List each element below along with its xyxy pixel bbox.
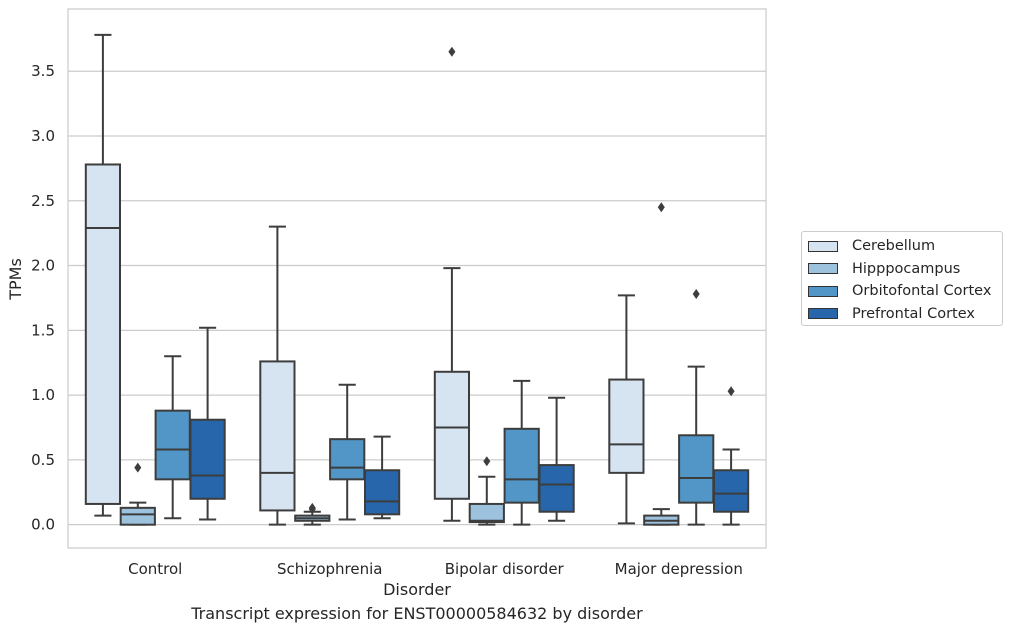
outlier-point: [134, 462, 142, 473]
y-tick-label: 3.5: [31, 62, 55, 80]
series-3: [189, 326, 750, 526]
box-3-0: [189, 326, 226, 521]
box-1-3: [643, 202, 680, 526]
box-3-1: [363, 435, 401, 520]
box-1-2: [468, 456, 505, 526]
legend-swatch-hippocampus: [808, 263, 838, 275]
outlier-point: [657, 202, 665, 213]
legend-label-cerebellum: Cerebellum: [852, 238, 936, 255]
x-tick-label: Bipolar disorder: [445, 560, 565, 578]
box-iqr: [712, 469, 750, 513]
y-tick-label: 2.0: [31, 257, 55, 275]
x-tick-label: Control: [128, 560, 182, 578]
legend-item-orbitofrontal: Orbitofontal Cortex: [808, 280, 1002, 303]
box-3-2: [538, 396, 575, 522]
y-axis-tick-labels: 0.0 0.5 1.0 1.5 2.0 2.5 3.0 3.5: [31, 62, 55, 533]
series-0: [84, 33, 645, 526]
box-2-1: [329, 383, 366, 521]
legend-swatch-cerebellum: [808, 240, 838, 252]
legend-item-prefrontal: Prefrontal Cortex: [808, 303, 1002, 326]
box-0-1: [259, 225, 296, 526]
y-tick-label: 2.5: [31, 192, 55, 210]
y-tick-label: 1.5: [31, 321, 55, 339]
x-axis-title: Disorder: [383, 580, 451, 599]
outlier-point: [727, 386, 735, 397]
box-iqr: [259, 360, 296, 512]
x-tick-label: Schizophrenia: [277, 560, 382, 578]
box-2-3: [678, 289, 715, 526]
box-iqr: [503, 427, 540, 504]
figure-caption: Transcript expression for ENST0000058463…: [191, 604, 643, 623]
outlier-point: [692, 289, 700, 300]
box-iqr: [468, 502, 505, 524]
box-iqr: [538, 464, 575, 513]
box-iqr: [119, 506, 156, 526]
box-2-2: [503, 379, 540, 526]
legend-item-hippocampus: Hipppocampus: [808, 258, 1002, 281]
legend-label-orbitofrontal: Orbitofontal Cortex: [852, 283, 992, 300]
plot-area-frame: [67, 8, 767, 549]
box-0-2: [433, 46, 471, 522]
box-iqr: [84, 163, 122, 505]
series-2: [154, 289, 715, 526]
outlier-point: [448, 46, 456, 57]
box-iqr: [363, 469, 401, 516]
y-axis-title: TPMs: [6, 258, 25, 301]
box-0-0: [84, 33, 122, 517]
box-iqr: [678, 434, 715, 504]
box-2-0: [154, 355, 191, 520]
x-axis-tick-labels: Control Schizophrenia Bipolar disorder Majo…: [128, 560, 743, 578]
box-series-layer: [84, 33, 750, 526]
legend-swatch-prefrontal: [808, 308, 838, 320]
legend: Cerebellum Hipppocampus Orbitofontal Cor…: [801, 231, 1003, 326]
y-tick-label: 0.5: [31, 451, 55, 469]
outlier-point: [308, 504, 316, 515]
y-tick-label: 3.0: [31, 127, 55, 145]
legend-swatch-orbitofrontal: [808, 285, 838, 297]
box-iqr: [329, 438, 366, 481]
box-3-3: [712, 386, 750, 526]
box-1-0: [119, 462, 156, 526]
outlier-point: [483, 456, 491, 467]
legend-label-hippocampus: Hipppocampus: [852, 260, 961, 277]
y-tick-label: 1.0: [31, 386, 55, 404]
box-iqr: [189, 418, 226, 500]
series-1: [119, 202, 680, 526]
box-0-3: [608, 294, 645, 525]
box-iqr: [433, 370, 471, 500]
y-tick-label: 0.0: [31, 516, 55, 534]
legend-item-cerebellum: Cerebellum: [808, 235, 1002, 258]
box-1-1: [294, 502, 331, 526]
box-iqr: [608, 378, 645, 474]
box-iqr: [154, 409, 191, 481]
x-tick-label: Major depression: [615, 560, 743, 578]
legend-label-prefrontal: Prefrontal Cortex: [852, 305, 975, 322]
